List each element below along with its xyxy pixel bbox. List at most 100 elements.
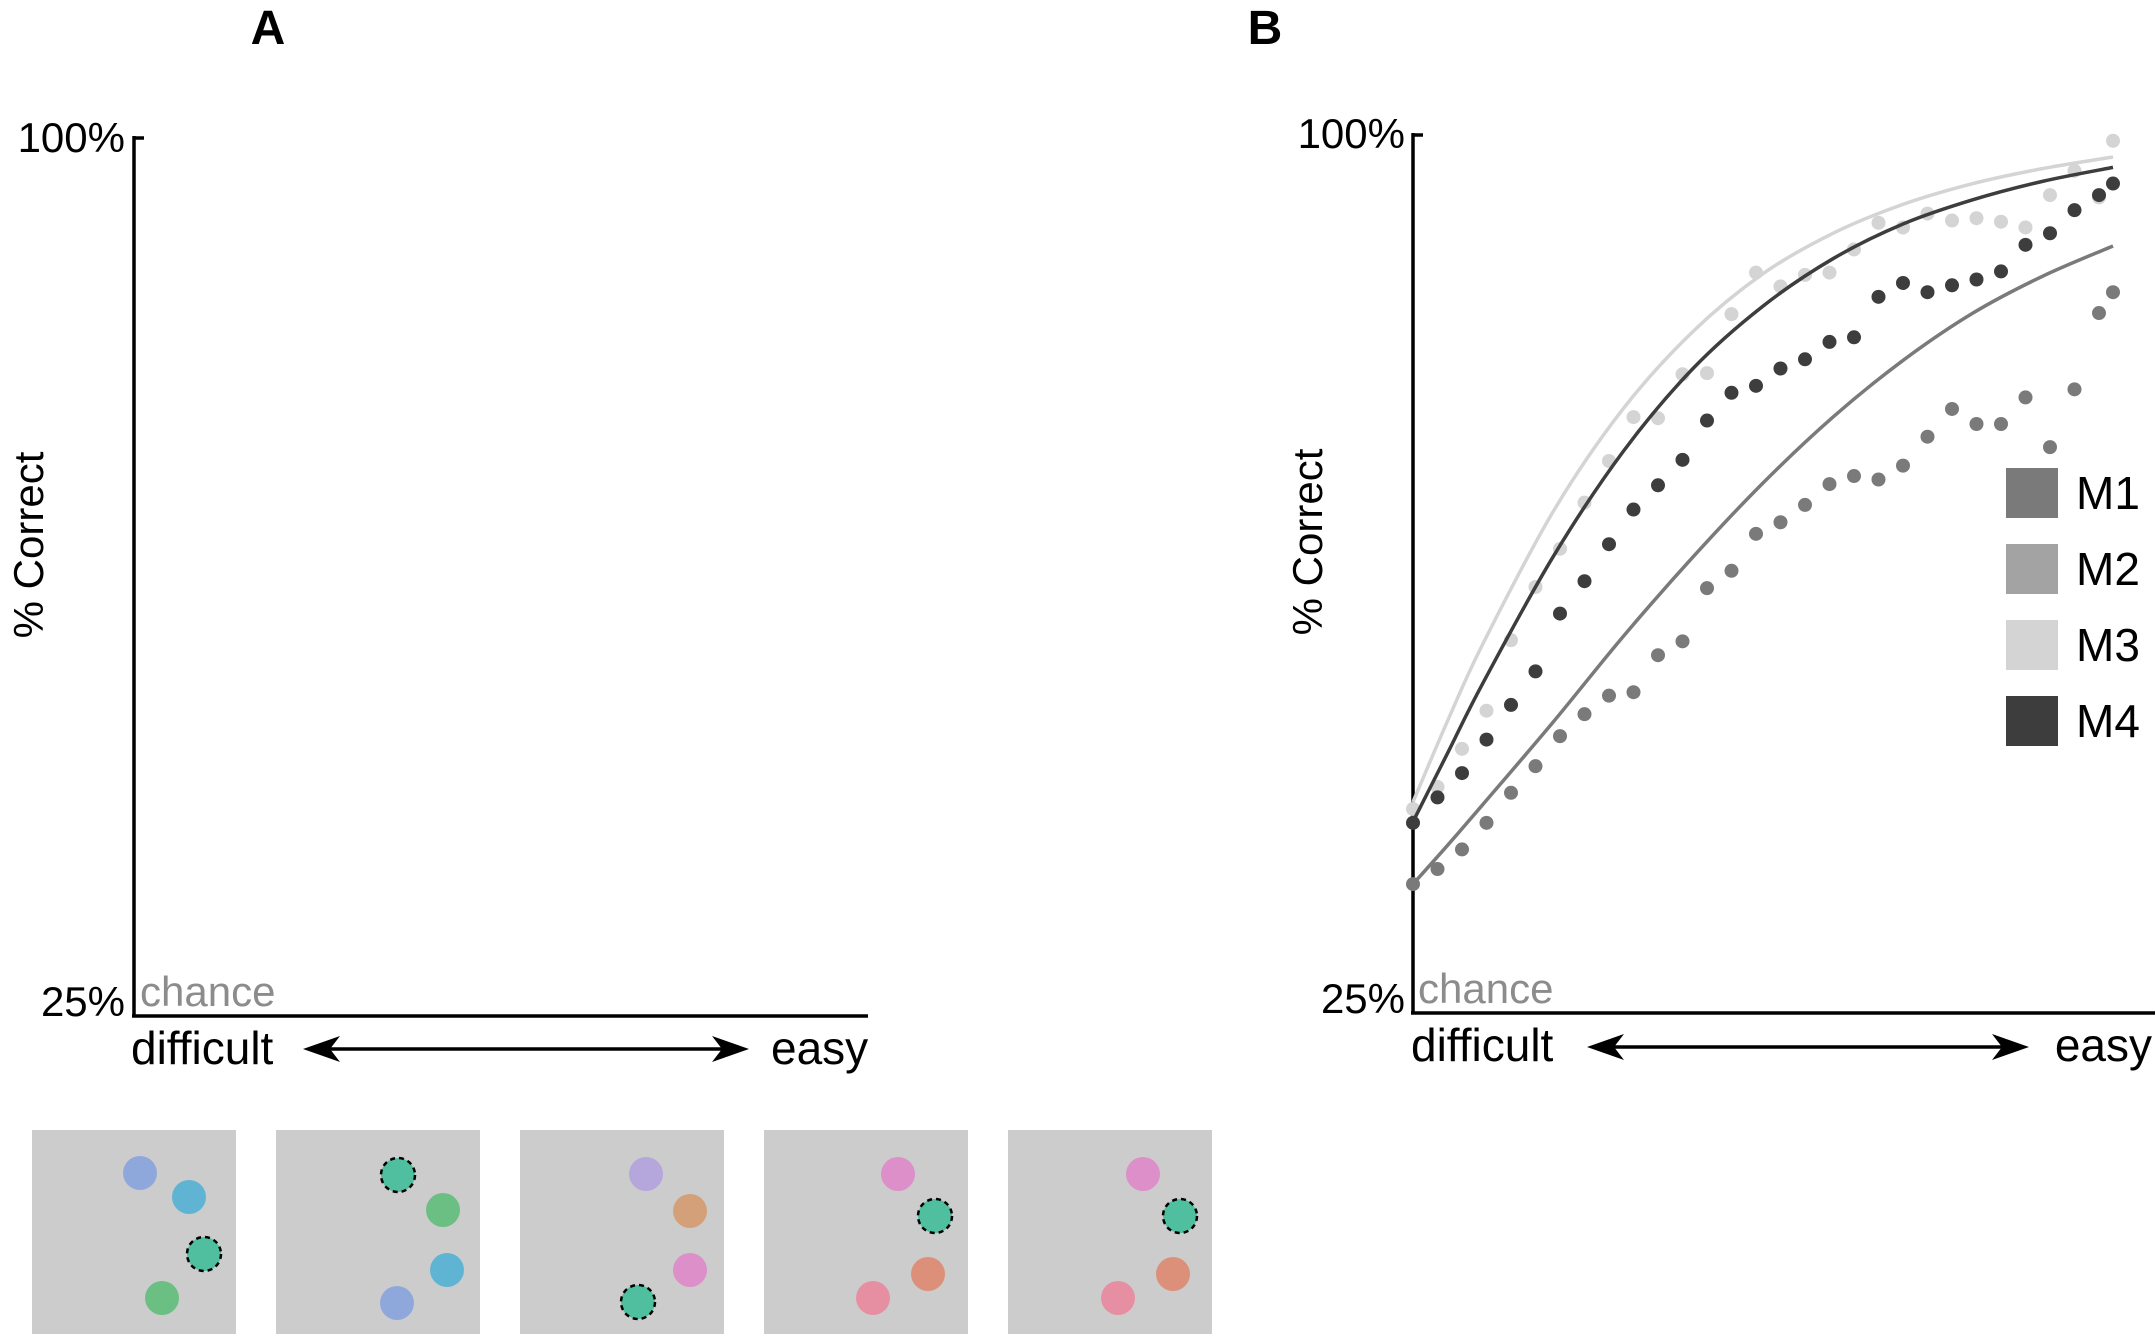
data-point-m1	[2018, 390, 2033, 405]
data-point-m1	[1896, 458, 1910, 473]
legend-label-m3: M3	[2076, 619, 2140, 671]
data-point-m1	[1994, 417, 2008, 431]
panel-b-x-right-label: easy	[2055, 1019, 2152, 1071]
data-point-m4	[1871, 289, 1886, 304]
data-point-m4	[1822, 334, 1837, 349]
data-point-m1	[2043, 440, 2057, 455]
panel-a-x-right-label: easy	[771, 1022, 868, 1074]
panel-a-double-arrow	[303, 1036, 749, 1062]
data-point-m1	[1700, 581, 1714, 596]
fit-curve-m1	[1411, 244, 2114, 886]
data-point-m3	[1651, 411, 1665, 426]
panel-a-y-bottom-label: 25%	[41, 978, 125, 1025]
panel-a-y-top-label: 100%	[18, 114, 125, 161]
data-point-m4	[2018, 237, 2033, 252]
data-point-m3	[1969, 211, 1984, 226]
data-point-m4	[1749, 378, 1763, 393]
panel-b-x-left-label: difficult	[1411, 1019, 1554, 1071]
data-point-m4	[1577, 574, 1592, 589]
data-point-m4	[1798, 352, 1812, 367]
data-point-m1	[1675, 634, 1690, 649]
series-m1	[1406, 244, 2120, 892]
legend-swatch-m4	[2006, 696, 2058, 746]
panel-a-chance-label: chance	[140, 968, 275, 1015]
distractor-dot	[856, 1281, 890, 1315]
panel-b-double-arrow	[1587, 1034, 2029, 1060]
data-point-m1	[1406, 877, 1420, 892]
data-point-m1	[1528, 759, 1543, 774]
distractor-dot	[1126, 1157, 1160, 1191]
distractor-dot	[430, 1253, 464, 1287]
panel-b-chance-label: chance	[1418, 965, 1553, 1012]
data-point-m4	[1773, 361, 1788, 376]
data-point-m3	[2018, 220, 2033, 235]
data-point-m1	[1626, 685, 1641, 700]
data-point-m4	[1945, 278, 1959, 293]
data-point-m1	[1651, 648, 1665, 663]
data-point-m1	[2067, 382, 2082, 397]
data-point-m4	[1504, 697, 1518, 712]
data-point-m1	[1724, 563, 1739, 578]
data-point-m3	[1871, 215, 1886, 230]
data-point-m4	[2043, 226, 2057, 241]
legend-label-m4: M4	[2076, 695, 2140, 747]
distractor-dot	[673, 1253, 707, 1287]
data-point-m3	[2106, 133, 2120, 148]
legend-swatch-m3	[2006, 620, 2058, 670]
legend-label-m2: M2	[2076, 543, 2140, 595]
data-point-m1	[1553, 729, 1567, 744]
stimulus-panel	[764, 1130, 968, 1334]
data-point-m1	[2106, 285, 2120, 300]
distractor-dot	[145, 1281, 179, 1315]
data-point-m3	[1749, 265, 1763, 280]
target-dot	[185, 1235, 223, 1273]
panel-b-y-bottom-label: 25%	[1321, 975, 1405, 1022]
data-point-m1	[1602, 688, 1616, 703]
data-point-m3	[1822, 265, 1837, 280]
data-point-m4	[2092, 188, 2106, 203]
data-point-m1	[1430, 862, 1445, 877]
data-point-m4	[2067, 203, 2082, 218]
panel-b-plot-area	[1406, 133, 2120, 892]
data-point-m4	[1455, 766, 1469, 781]
data-point-m4	[1406, 815, 1420, 830]
legend-label-m1: M1	[2076, 467, 2140, 519]
data-point-m3	[1945, 213, 1959, 228]
data-point-m4	[1969, 272, 1984, 287]
data-point-m1	[1773, 515, 1788, 530]
distractor-dot	[123, 1156, 157, 1190]
stimulus-panel	[32, 1130, 236, 1334]
panel-b: B 100% 25% % Correct chance difficult ea…	[1248, 2, 2155, 1071]
data-point-m1	[1749, 526, 1763, 541]
stimulus-background	[276, 1130, 480, 1334]
fit-curve-m4	[1411, 165, 2114, 823]
data-point-m4	[1700, 413, 1714, 428]
data-point-m1	[1920, 429, 1935, 444]
distractor-dot	[629, 1157, 663, 1191]
data-point-m1	[1847, 469, 1861, 484]
data-point-m4	[1626, 502, 1641, 517]
target-dot	[619, 1283, 657, 1321]
panel-b-y-top-label: 100%	[1298, 110, 1405, 157]
data-point-m4	[1430, 790, 1445, 805]
data-point-m4	[1847, 330, 1861, 345]
panel-b-legend: M1 M2 M3 M4	[2006, 467, 2140, 747]
panel-a-y-axis-title: % Correct	[5, 451, 52, 638]
data-point-m4	[1724, 385, 1739, 400]
data-point-m1	[1504, 785, 1518, 800]
fit-curve-m3	[1411, 155, 2114, 803]
data-point-m1	[2092, 306, 2106, 321]
data-point-m4	[1651, 478, 1665, 493]
data-point-m1	[1945, 401, 1959, 416]
panel-a-x-left-label: difficult	[131, 1022, 274, 1074]
data-point-m3	[1479, 703, 1494, 718]
distractor-dot	[1101, 1281, 1135, 1315]
data-point-m4	[1528, 664, 1543, 679]
data-point-m4	[1920, 285, 1935, 300]
data-point-m1	[1479, 815, 1494, 830]
data-point-m3	[1455, 741, 1469, 756]
distractor-dot	[380, 1286, 414, 1320]
legend-swatch-m1	[2006, 468, 2058, 518]
panel-b-letter: B	[1248, 2, 1283, 55]
data-point-m4	[2106, 176, 2120, 191]
